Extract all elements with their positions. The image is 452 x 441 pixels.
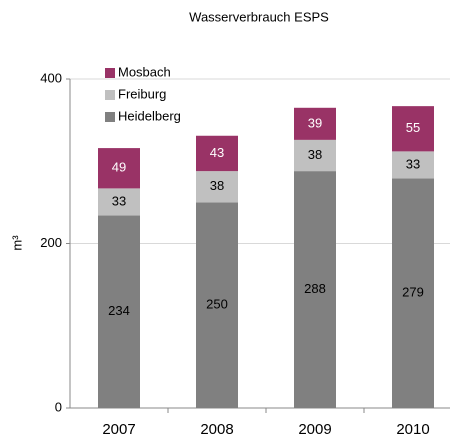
bar-segment xyxy=(392,178,434,408)
bar-segment xyxy=(392,106,434,152)
legend-label: Freiburg xyxy=(118,86,166,101)
value-label: 55 xyxy=(406,120,420,135)
x-tick-label: 2008 xyxy=(200,421,233,438)
legend-swatch xyxy=(105,90,115,100)
value-label: 43 xyxy=(210,145,224,160)
bar-segment xyxy=(196,171,238,203)
legend-swatch xyxy=(105,68,115,78)
y-tick-label: 200 xyxy=(40,235,62,250)
value-label: 234 xyxy=(108,303,130,318)
bar-segment xyxy=(294,107,336,140)
legend-label: Heidelberg xyxy=(118,108,181,123)
value-label: 288 xyxy=(304,281,326,296)
legend-swatch xyxy=(105,112,115,122)
value-label: 38 xyxy=(308,147,322,162)
value-label: 33 xyxy=(112,193,126,208)
x-tick-label: 2010 xyxy=(396,421,429,438)
bar-segment xyxy=(98,148,140,189)
bar-segment xyxy=(98,215,140,408)
bar-segment xyxy=(196,135,238,172)
value-label: 39 xyxy=(308,115,322,130)
bar-segment xyxy=(196,202,238,408)
value-label: 38 xyxy=(210,178,224,193)
y-axis-label: m³ xyxy=(9,235,24,251)
value-label: 49 xyxy=(112,160,126,175)
x-tick-label: 2009 xyxy=(298,421,331,438)
y-tick-label: 400 xyxy=(40,70,62,85)
value-label: 279 xyxy=(402,285,424,300)
bar-segment xyxy=(392,151,434,179)
chart-title: Wasserverbrauch ESPS xyxy=(189,9,329,24)
value-label: 250 xyxy=(206,297,228,312)
value-label: 33 xyxy=(406,156,420,171)
bar-segment xyxy=(294,139,336,172)
x-tick-label: 2007 xyxy=(102,421,135,438)
y-tick-label: 0 xyxy=(55,399,62,414)
legend-label: Mosbach xyxy=(118,64,171,79)
bar-segment xyxy=(294,171,336,408)
bar-segment xyxy=(98,188,140,216)
